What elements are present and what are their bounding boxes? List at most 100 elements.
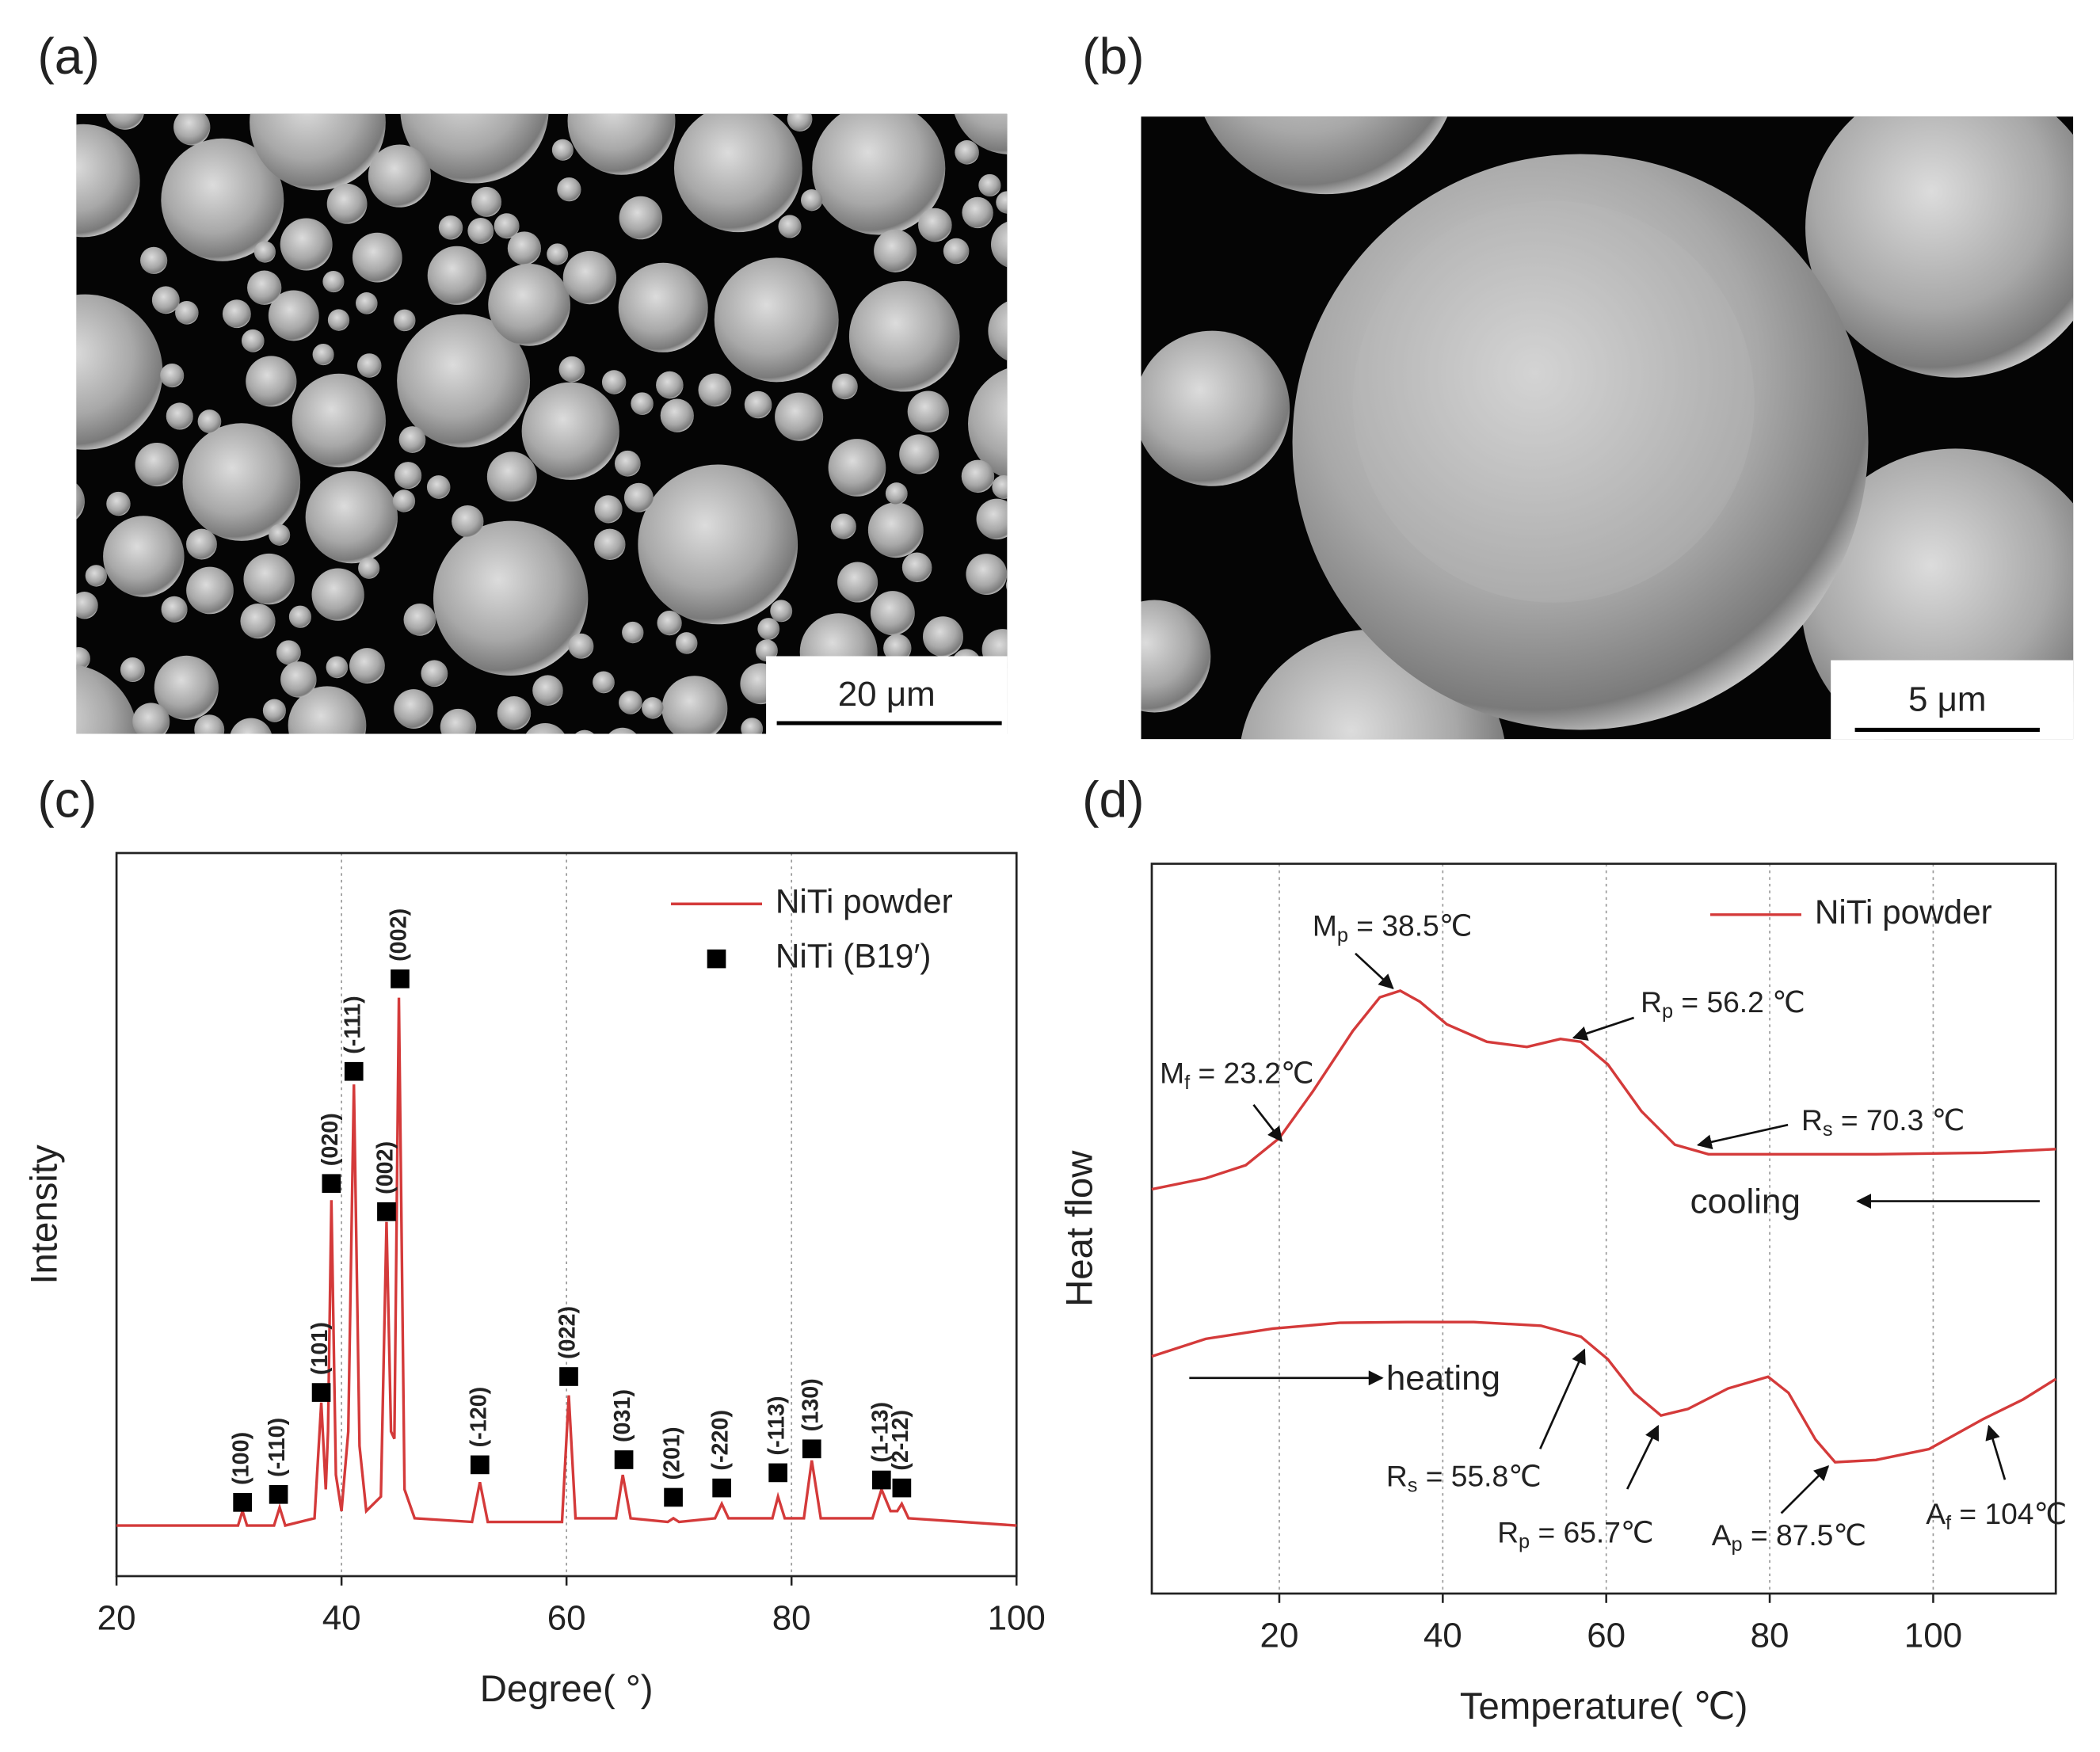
y-axis-label: Intensity	[24, 1145, 66, 1285]
point-label: (100)	[229, 1432, 254, 1485]
point-label: (022)	[555, 1306, 581, 1359]
particle	[848, 280, 960, 392]
particle	[837, 562, 878, 603]
particle	[575, 729, 594, 734]
particle	[356, 353, 382, 378]
particle	[883, 634, 912, 662]
particle	[246, 356, 297, 407]
particle	[943, 238, 970, 265]
particle	[423, 744, 461, 782]
particle	[194, 714, 225, 734]
particle	[397, 314, 531, 448]
panel-label: (c)	[37, 771, 97, 828]
panel-label: (a)	[37, 28, 100, 85]
x-tick-label: 40	[322, 1598, 361, 1637]
particle	[175, 300, 199, 325]
x-tick-label: 100	[988, 1598, 1046, 1637]
arrow	[1539, 1348, 1586, 1449]
particle	[268, 290, 319, 341]
arrow	[1355, 952, 1394, 990]
panel-label: (b)	[1082, 28, 1145, 85]
particle	[269, 524, 291, 546]
particle	[222, 299, 251, 329]
particle	[250, 113, 386, 191]
particle	[103, 516, 185, 597]
legend-label: NiTi powder	[776, 882, 953, 920]
particle	[132, 703, 170, 734]
point-label: (2-12)	[888, 1410, 913, 1471]
marker	[322, 1174, 341, 1194]
sem-image	[1141, 116, 2074, 740]
marker	[377, 1202, 396, 1221]
annotation: Rs = 70.3 ℃	[1801, 1103, 1965, 1141]
x-tick-label: 80	[1751, 1616, 1789, 1655]
legend-marker	[707, 949, 726, 969]
particle	[778, 215, 802, 238]
marker	[470, 1455, 490, 1475]
particle	[497, 695, 532, 730]
particle	[899, 434, 939, 474]
plot-frame	[1150, 863, 2057, 1595]
particle	[292, 373, 386, 468]
particle	[619, 196, 663, 240]
particle	[368, 144, 432, 208]
particle	[154, 655, 219, 720]
marker	[614, 1450, 634, 1469]
particle	[76, 646, 90, 670]
marker	[892, 1478, 912, 1498]
particle	[885, 482, 908, 505]
particle	[594, 528, 626, 561]
particle	[601, 370, 627, 394]
point-label: (-113)	[764, 1396, 790, 1455]
particle	[830, 513, 856, 539]
particle	[105, 113, 144, 130]
particle	[828, 439, 886, 497]
particle	[403, 603, 436, 636]
x-tick-label: 20	[97, 1598, 136, 1637]
particle	[642, 697, 664, 719]
marker	[269, 1484, 288, 1504]
particle	[675, 632, 698, 654]
particle	[230, 718, 272, 734]
arrow	[1985, 1424, 2007, 1480]
particle	[326, 656, 349, 679]
particle	[558, 356, 585, 383]
y-axis-label: Heat flow	[1059, 1150, 1101, 1307]
particle	[327, 309, 350, 331]
particle	[186, 566, 234, 615]
point-label: (-120)	[466, 1387, 491, 1448]
marker	[233, 1493, 252, 1512]
particle	[955, 140, 979, 165]
particle	[593, 671, 615, 694]
annotation: Rp = 65.7℃	[1497, 1515, 1653, 1552]
particle	[996, 191, 1008, 214]
point-label: (002)	[387, 908, 412, 962]
marker	[311, 1383, 331, 1402]
particle	[394, 689, 434, 729]
marker	[802, 1439, 821, 1459]
particle	[166, 402, 193, 430]
particle	[253, 241, 276, 263]
particle	[619, 691, 642, 714]
particle	[85, 565, 108, 587]
particle	[186, 528, 217, 560]
x-tick-label: 20	[1260, 1616, 1299, 1655]
data-line	[1151, 1320, 2057, 1464]
particle	[486, 451, 537, 502]
particle	[608, 727, 637, 734]
particle	[683, 738, 733, 788]
particle	[475, 746, 505, 776]
particle	[427, 246, 486, 305]
particle	[714, 257, 839, 383]
particle	[741, 718, 764, 734]
point-label: (101)	[307, 1322, 333, 1375]
particle	[280, 218, 333, 271]
particle	[962, 196, 993, 229]
particle	[521, 382, 619, 480]
arrow	[1572, 1016, 1635, 1041]
marker	[712, 1478, 731, 1498]
particle	[638, 464, 798, 625]
x-tick-label: 100	[1904, 1616, 1962, 1655]
annotation: heating	[1386, 1359, 1500, 1398]
particle	[106, 491, 131, 516]
